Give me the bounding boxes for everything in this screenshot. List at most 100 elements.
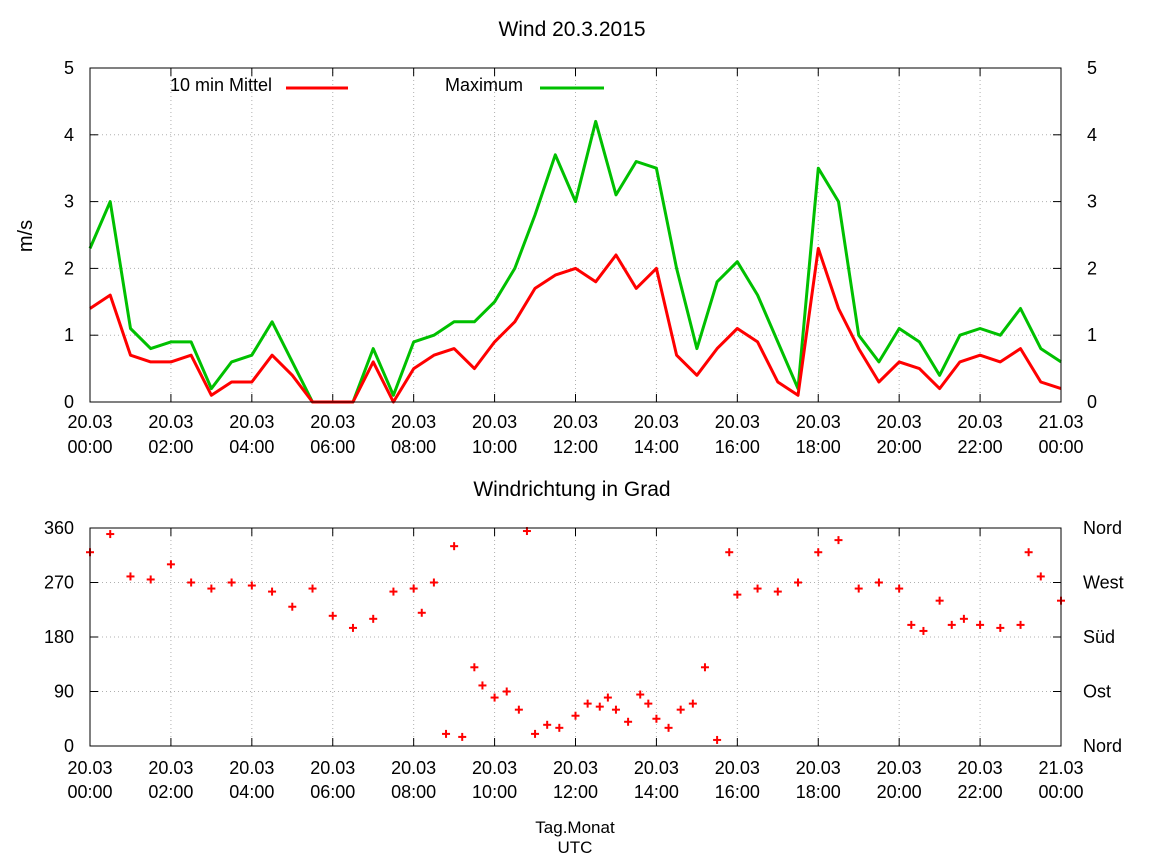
wind-grid <box>90 68 1061 402</box>
wind-y-tick-label: 5 <box>64 58 74 78</box>
direction-point <box>126 572 135 581</box>
direction-x-tick-label-date: 20.03 <box>310 758 355 778</box>
direction-point <box>644 699 653 708</box>
wind-x-tick-label-time: 16:00 <box>715 437 760 457</box>
direction-x-tick-label-date: 20.03 <box>472 758 517 778</box>
wind-axis-ticks: 20.03 00:00 20.03 02:00 20.03 04:00 20.03 06:00… <box>64 58 1097 457</box>
direction-point <box>603 693 612 702</box>
x-axis-label-utc: UTC <box>558 838 593 857</box>
direction-x-tick-label-time: 08:00 <box>391 782 436 802</box>
direction-point <box>976 620 985 629</box>
direction-point <box>308 584 317 593</box>
direction-y2-tick-label: Nord <box>1083 518 1122 538</box>
direction-point <box>478 681 487 690</box>
direction-point <box>268 587 277 596</box>
wind-series-line <box>88 119 1062 404</box>
direction-x-tick-label-date: 20.03 <box>391 758 436 778</box>
direction-point <box>409 584 418 593</box>
wind-x-tick-label-date: 20.03 <box>553 412 598 432</box>
direction-point <box>996 623 1005 632</box>
direction-point <box>935 596 944 605</box>
direction-point <box>247 581 256 590</box>
wind-y2-tick-label: 2 <box>1087 258 1097 278</box>
direction-point <box>814 548 823 557</box>
direction-x-tick-label-time: 06:00 <box>310 782 355 802</box>
direction-point <box>725 548 734 557</box>
x-axis-label-day-month: Tag.Monat <box>535 818 615 837</box>
direction-point <box>288 602 297 611</box>
wind-x-tick-label-date: 20.03 <box>958 412 1003 432</box>
direction-x-tick-label-date: 20.03 <box>958 758 1003 778</box>
direction-x-tick-label-time: 00:00 <box>1038 782 1083 802</box>
direction-point <box>369 614 378 623</box>
direction-y-tick-label: 90 <box>54 682 74 702</box>
direction-point <box>611 705 620 714</box>
direction-y-tick-label: 360 <box>44 518 74 538</box>
direction-point <box>733 590 742 599</box>
direction-x-tick-label-time: 16:00 <box>715 782 760 802</box>
direction-y-tick-label: 0 <box>64 736 74 756</box>
wind-legend-label: Maximum <box>445 75 523 95</box>
wind-series-lines <box>88 119 1062 404</box>
direction-x-tick-label-time: 14:00 <box>634 782 679 802</box>
wind-x-tick-label-date: 20.03 <box>310 412 355 432</box>
wind-x-tick-label-date: 20.03 <box>391 412 436 432</box>
direction-x-tick-label-time: 12:00 <box>553 782 598 802</box>
direction-point <box>429 578 438 587</box>
direction-x-tick-label-time: 02:00 <box>148 782 193 802</box>
wind-series-line <box>89 246 1062 404</box>
direction-axis-ticks: 20.03 00:00 20.03 02:00 20.03 04:00 20.03 06:00… <box>44 518 1124 802</box>
direction-y-tick-label: 180 <box>44 627 74 647</box>
direction-x-tick-label-time: 00:00 <box>67 782 112 802</box>
direction-point <box>187 578 196 587</box>
direction-point <box>348 623 357 632</box>
direction-point <box>207 584 216 593</box>
wind-y2-tick-label: 0 <box>1087 392 1097 412</box>
wind-x-tick-label-date: 20.03 <box>715 412 760 432</box>
direction-point <box>227 578 236 587</box>
wind-chart-title: Wind 20.3.2015 <box>498 18 645 41</box>
direction-point <box>146 575 155 584</box>
direction-point <box>595 702 604 711</box>
direction-point <box>458 732 467 741</box>
wind-x-tick-label-time: 20:00 <box>877 437 922 457</box>
wind-x-tick-label-time: 08:00 <box>391 437 436 457</box>
direction-x-tick-label-time: 10:00 <box>472 782 517 802</box>
wind-x-tick-label-time: 02:00 <box>148 437 193 457</box>
wind-legend-label: 10 min Mittel <box>170 75 272 95</box>
direction-point <box>794 578 803 587</box>
wind-x-tick-label-date: 21.03 <box>1038 412 1083 432</box>
direction-point <box>389 587 398 596</box>
wind-legend: 10 min Mittel Maximum <box>170 75 604 95</box>
wind-y-tick-label: 0 <box>64 392 74 412</box>
direction-point <box>470 663 479 672</box>
direction-x-tick-label-date: 20.03 <box>634 758 679 778</box>
wind-x-tick-label-date: 20.03 <box>148 412 193 432</box>
wind-x-tick-label-date: 20.03 <box>229 412 274 432</box>
direction-point <box>490 693 499 702</box>
wind-x-tick-label-date: 20.03 <box>634 412 679 432</box>
direction-point <box>1024 548 1033 557</box>
wind-x-tick-label-time: 00:00 <box>1038 437 1083 457</box>
wind-x-tick-label-time: 00:00 <box>67 437 112 457</box>
direction-point <box>417 608 426 617</box>
direction-point <box>895 584 904 593</box>
direction-x-tick-label-date: 20.03 <box>796 758 841 778</box>
wind-x-tick-label-date: 20.03 <box>796 412 841 432</box>
direction-point <box>1036 572 1045 581</box>
direction-point <box>959 614 968 623</box>
direction-y2-tick-label: Nord <box>1083 736 1122 756</box>
direction-point <box>583 699 592 708</box>
direction-chart-title: Windrichtung in Grad <box>473 478 670 501</box>
direction-point <box>636 690 645 699</box>
wind-x-tick-label-date: 20.03 <box>67 412 112 432</box>
direction-point <box>442 729 451 738</box>
wind-y-tick-label: 3 <box>64 192 74 212</box>
direction-point <box>664 723 673 732</box>
wind-x-tick-label-time: 18:00 <box>796 437 841 457</box>
direction-x-tick-label-time: 04:00 <box>229 782 274 802</box>
wind-y2-tick-label: 1 <box>1087 325 1097 345</box>
direction-point <box>688 699 697 708</box>
direction-y-tick-label: 270 <box>44 573 74 593</box>
direction-x-tick-label-date: 20.03 <box>877 758 922 778</box>
